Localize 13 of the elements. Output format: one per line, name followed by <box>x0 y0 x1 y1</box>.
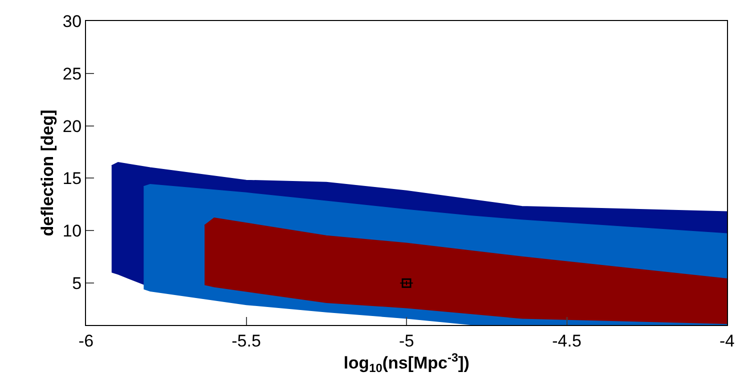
y-axis-title: deflection [deg] <box>38 110 58 236</box>
x-tick-label: -5 <box>398 331 414 350</box>
y-tick-label: 30 <box>62 12 82 31</box>
y-tick-label: 10 <box>62 222 82 241</box>
x-tick-label: -5.5 <box>232 331 261 350</box>
x-axis-title: log$_{10}$(ns[Mpc$^{-3}$]) <box>344 350 470 376</box>
x-tick-label: -4.5 <box>552 331 582 350</box>
y-tick-label: 20 <box>62 116 82 136</box>
x-tick-label: -4 <box>719 331 735 350</box>
y-tick-label: 15 <box>62 169 82 188</box>
y-tick-label: 5 <box>72 274 82 294</box>
x-tick-label: -6 <box>78 331 94 350</box>
y-tick-label: 25 <box>62 64 82 84</box>
